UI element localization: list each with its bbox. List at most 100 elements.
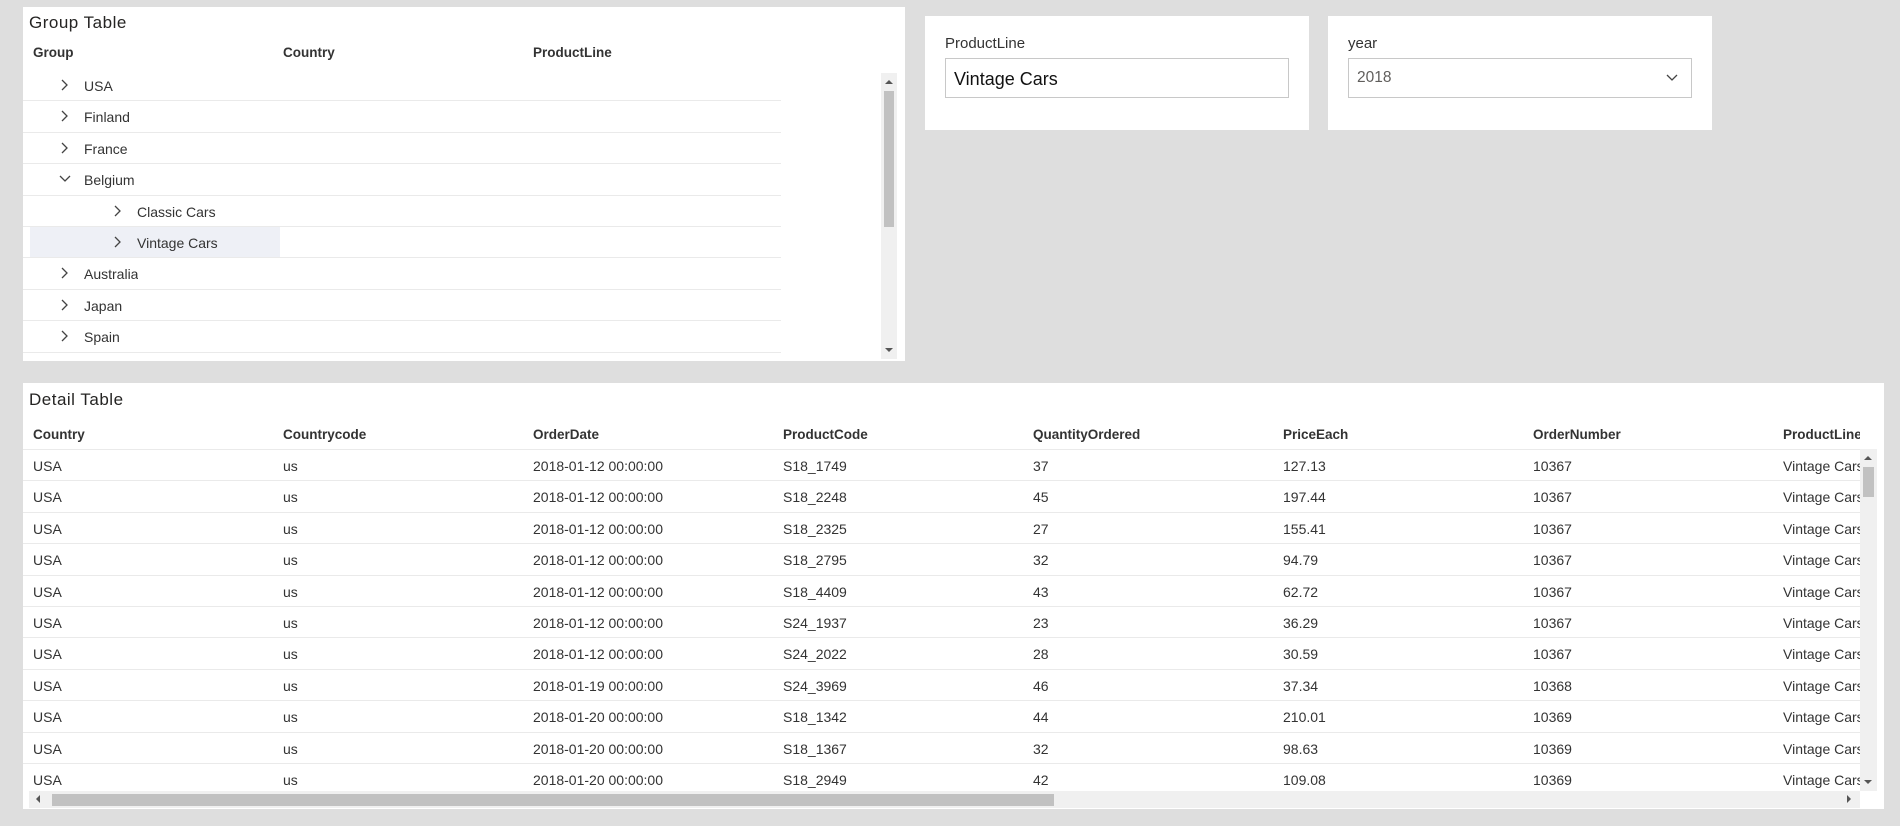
scroll-thumb[interactable] <box>52 794 1054 806</box>
tree-row[interactable]: Australia <box>23 258 781 290</box>
chevron[interactable] <box>58 141 72 155</box>
scroll-thumb[interactable] <box>884 91 894 227</box>
tree-row[interactable]: Vintage Cars <box>23 227 781 259</box>
table-cell: 42 <box>1033 772 1049 788</box>
table-cell: 32 <box>1033 740 1049 757</box>
chevron[interactable] <box>58 298 72 312</box>
filter-label: year <box>1348 35 1378 52</box>
filter-value: Vintage Cars <box>954 69 1058 89</box>
group-body: USA Finland France Belgium Classic Cars Vinta… <box>23 70 899 358</box>
table-cell: Vintage Cars <box>1783 740 1860 757</box>
scroll-arrow[interactable] <box>1863 777 1873 787</box>
filter-panel: year 2018 <box>1328 16 1712 130</box>
table-row[interactable]: USA us 2018-01-12 00:00:00 S18_2248 45 197.44… <box>23 480 1860 511</box>
detail-table-panel: Detail Table Country Countrycode OrderDate P… <box>23 383 1884 809</box>
chevron[interactable] <box>58 109 72 123</box>
table-row[interactable]: USA us 2018-01-12 00:00:00 S18_4409 43 62.72 1… <box>23 574 1860 606</box>
horizontal-scrollbar[interactable] <box>29 791 1860 808</box>
selected-highlight <box>30 227 280 258</box>
table-cell: USA <box>33 458 62 474</box>
table-cell: 2018-01-12 00:00:00 <box>533 520 663 537</box>
table-cell: Vintage Cars <box>1783 583 1860 600</box>
vertical-scrollbar[interactable] <box>1860 449 1877 791</box>
table-cell: USA <box>33 740 62 757</box>
table-cell: S18_4409 <box>783 583 847 600</box>
table-cell: S18_1749 <box>783 458 847 474</box>
chevron[interactable] <box>58 329 72 343</box>
tree-label: Classic Cars <box>137 203 216 220</box>
table-cell: Vintage Cars <box>1783 646 1860 663</box>
table-cell: us <box>283 583 298 600</box>
table-cell: 10369 <box>1533 709 1572 726</box>
tree-row[interactable]: Belgium <box>23 164 781 196</box>
vertical-scrollbar[interactable] <box>881 73 897 359</box>
table-cell: Vintage Cars <box>1783 615 1860 631</box>
column-header: ProductLine <box>533 45 612 60</box>
column-header: Country <box>283 45 335 60</box>
chevron[interactable] <box>111 204 125 218</box>
table-cell: us <box>283 646 298 663</box>
table-cell: 43 <box>1033 583 1049 600</box>
table-cell: 37 <box>1033 458 1049 474</box>
table-cell: 32 <box>1033 552 1049 569</box>
scroll-arrow[interactable] <box>33 794 43 804</box>
panel-title: Detail Table <box>29 390 124 409</box>
dropdown[interactable]: 2018 <box>1348 58 1692 98</box>
table-cell: 10367 <box>1533 458 1572 474</box>
table-cell: 109.08 <box>1283 772 1326 788</box>
tree-row[interactable]: Spain <box>23 321 781 353</box>
chevron[interactable] <box>111 235 125 249</box>
tree-label: Finland <box>84 109 130 126</box>
table-cell: USA <box>33 772 62 788</box>
chevron[interactable] <box>58 78 72 92</box>
tree-row[interactable]: Classic Cars <box>23 196 781 227</box>
table-cell: 10367 <box>1533 646 1572 663</box>
table-cell: us <box>283 677 298 694</box>
table-cell: 2018-01-12 00:00:00 <box>533 583 663 600</box>
tree-label: Vintage Cars <box>137 235 218 251</box>
tree-label: Japan <box>84 297 123 314</box>
table-cell: 10368 <box>1533 677 1572 694</box>
table-cell: 2018-01-20 00:00:00 <box>533 772 663 788</box>
group-table-panel: Group Table Group Country ProductLine USA Fin… <box>23 7 905 361</box>
table-cell: USA <box>33 615 62 631</box>
table-row[interactable]: USA us 2018-01-12 00:00:00 S18_2795 32 94.79 1… <box>23 543 1860 574</box>
table-cell: us <box>283 458 298 474</box>
tree-row[interactable]: Finland <box>23 101 781 133</box>
table-row[interactable]: USA us 2018-01-20 00:00:00 S18_2949 42 109.08… <box>23 763 1860 791</box>
table-cell: 30.59 <box>1283 646 1319 663</box>
scroll-arrow[interactable] <box>884 345 894 355</box>
column-header: Country <box>33 427 85 442</box>
table-row[interactable]: USA us 2018-01-12 00:00:00 S24_2022 28 30.59 1… <box>23 637 1860 668</box>
scroll-arrow[interactable] <box>884 77 894 87</box>
tree-row[interactable]: Japan <box>23 290 781 322</box>
tree-row[interactable]: USA <box>23 70 781 102</box>
table-cell: 10369 <box>1533 740 1572 757</box>
table-row[interactable]: USA us 2018-01-12 00:00:00 S18_2325 27 155.41… <box>23 511 1860 543</box>
table-row[interactable]: USA us 2018-01-19 00:00:00 S24_3969 46 37.34 1… <box>23 668 1860 700</box>
tree-label: Spain <box>84 329 120 346</box>
table-row[interactable]: USA us 2018-01-12 00:00:00 S18_1749 37 127.13… <box>23 449 1860 480</box>
table-cell: Vintage Cars <box>1783 458 1860 474</box>
chevron[interactable] <box>58 266 72 280</box>
table-row[interactable]: USA us 2018-01-20 00:00:00 S18_1342 44 210.01… <box>23 700 1860 731</box>
scroll-arrow[interactable] <box>1844 794 1854 804</box>
table-row[interactable]: USA us 2018-01-12 00:00:00 S24_1937 23 36.29 1… <box>23 606 1860 637</box>
table-cell: 2018-01-12 00:00:00 <box>533 489 663 506</box>
tree-row[interactable]: France <box>23 133 781 165</box>
table-row[interactable]: USA us 2018-01-20 00:00:00 S18_1367 32 98.63 1… <box>23 731 1860 763</box>
chevron[interactable] <box>58 172 72 186</box>
table-cell: 44 <box>1033 709 1049 726</box>
column-header: OrderDate <box>533 427 600 442</box>
table-cell: 23 <box>1033 615 1049 631</box>
scroll-arrow[interactable] <box>1863 453 1873 463</box>
table-cell: 98.63 <box>1283 740 1319 757</box>
table-cell: USA <box>33 489 62 506</box>
scroll-thumb[interactable] <box>1863 467 1874 497</box>
chevron[interactable] <box>1665 71 1679 85</box>
table-cell: 2018-01-20 00:00:00 <box>533 709 663 726</box>
table-cell: USA <box>33 520 62 537</box>
table-cell: 2018-01-12 00:00:00 <box>533 552 663 569</box>
table-cell: USA <box>33 677 62 694</box>
text-input[interactable]: Vintage Cars <box>945 58 1289 98</box>
